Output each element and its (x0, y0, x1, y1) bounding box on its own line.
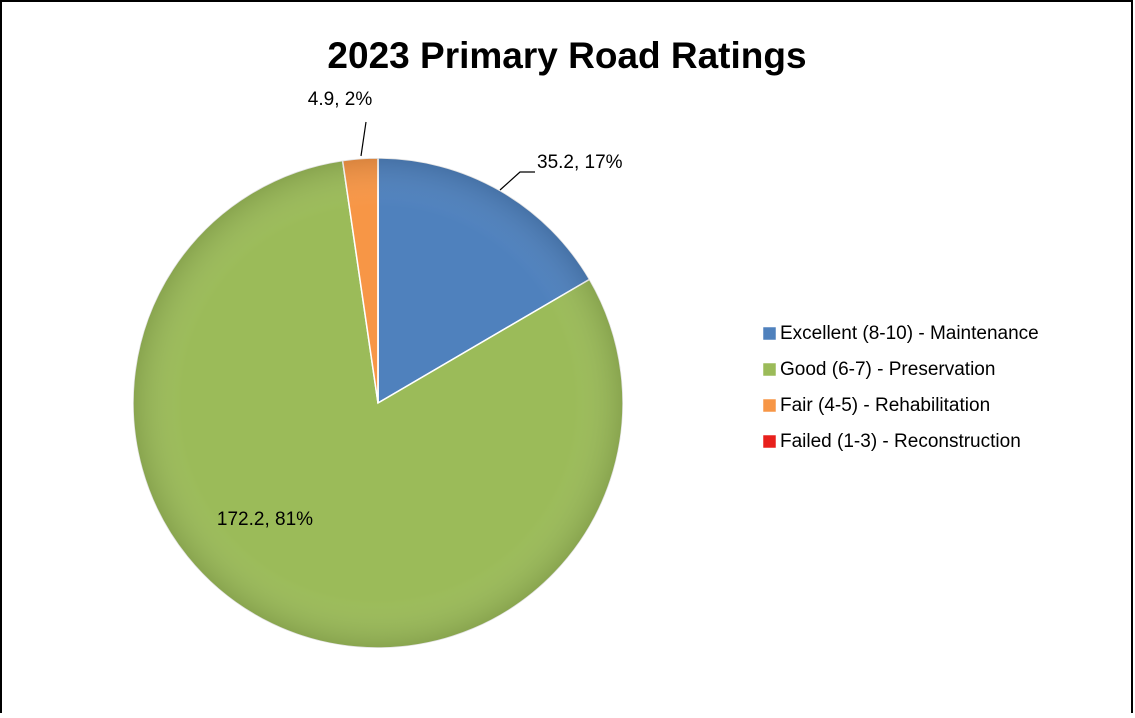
chart-title: 2023 Primary Road Ratings (327, 35, 806, 76)
legend-label: Good (6-7) - Preservation (780, 359, 995, 380)
data-labels: 35.2, 17% 172.2, 81% 4.9, 2% (217, 89, 623, 530)
legend-label: Excellent (8-10) - Maintenance (780, 323, 1039, 344)
legend-swatch (762, 326, 777, 341)
data-label: 172.2, 81% (217, 509, 313, 530)
legend-label: Fair (4-5) - Rehabilitation (780, 395, 990, 416)
leader-line (499, 171, 535, 191)
legend-label: Failed (1-3) - Reconstruction (780, 431, 1021, 452)
pie (132, 157, 624, 649)
legend-swatch (762, 434, 777, 449)
data-label: 35.2, 17% (537, 152, 623, 173)
leader-line (360, 121, 367, 157)
data-label: 4.9, 2% (308, 89, 373, 110)
legend-swatch (762, 362, 777, 377)
legend-swatch (762, 398, 777, 413)
legend: Excellent (8-10) - Maintenance Good (6-7)… (762, 323, 1039, 452)
